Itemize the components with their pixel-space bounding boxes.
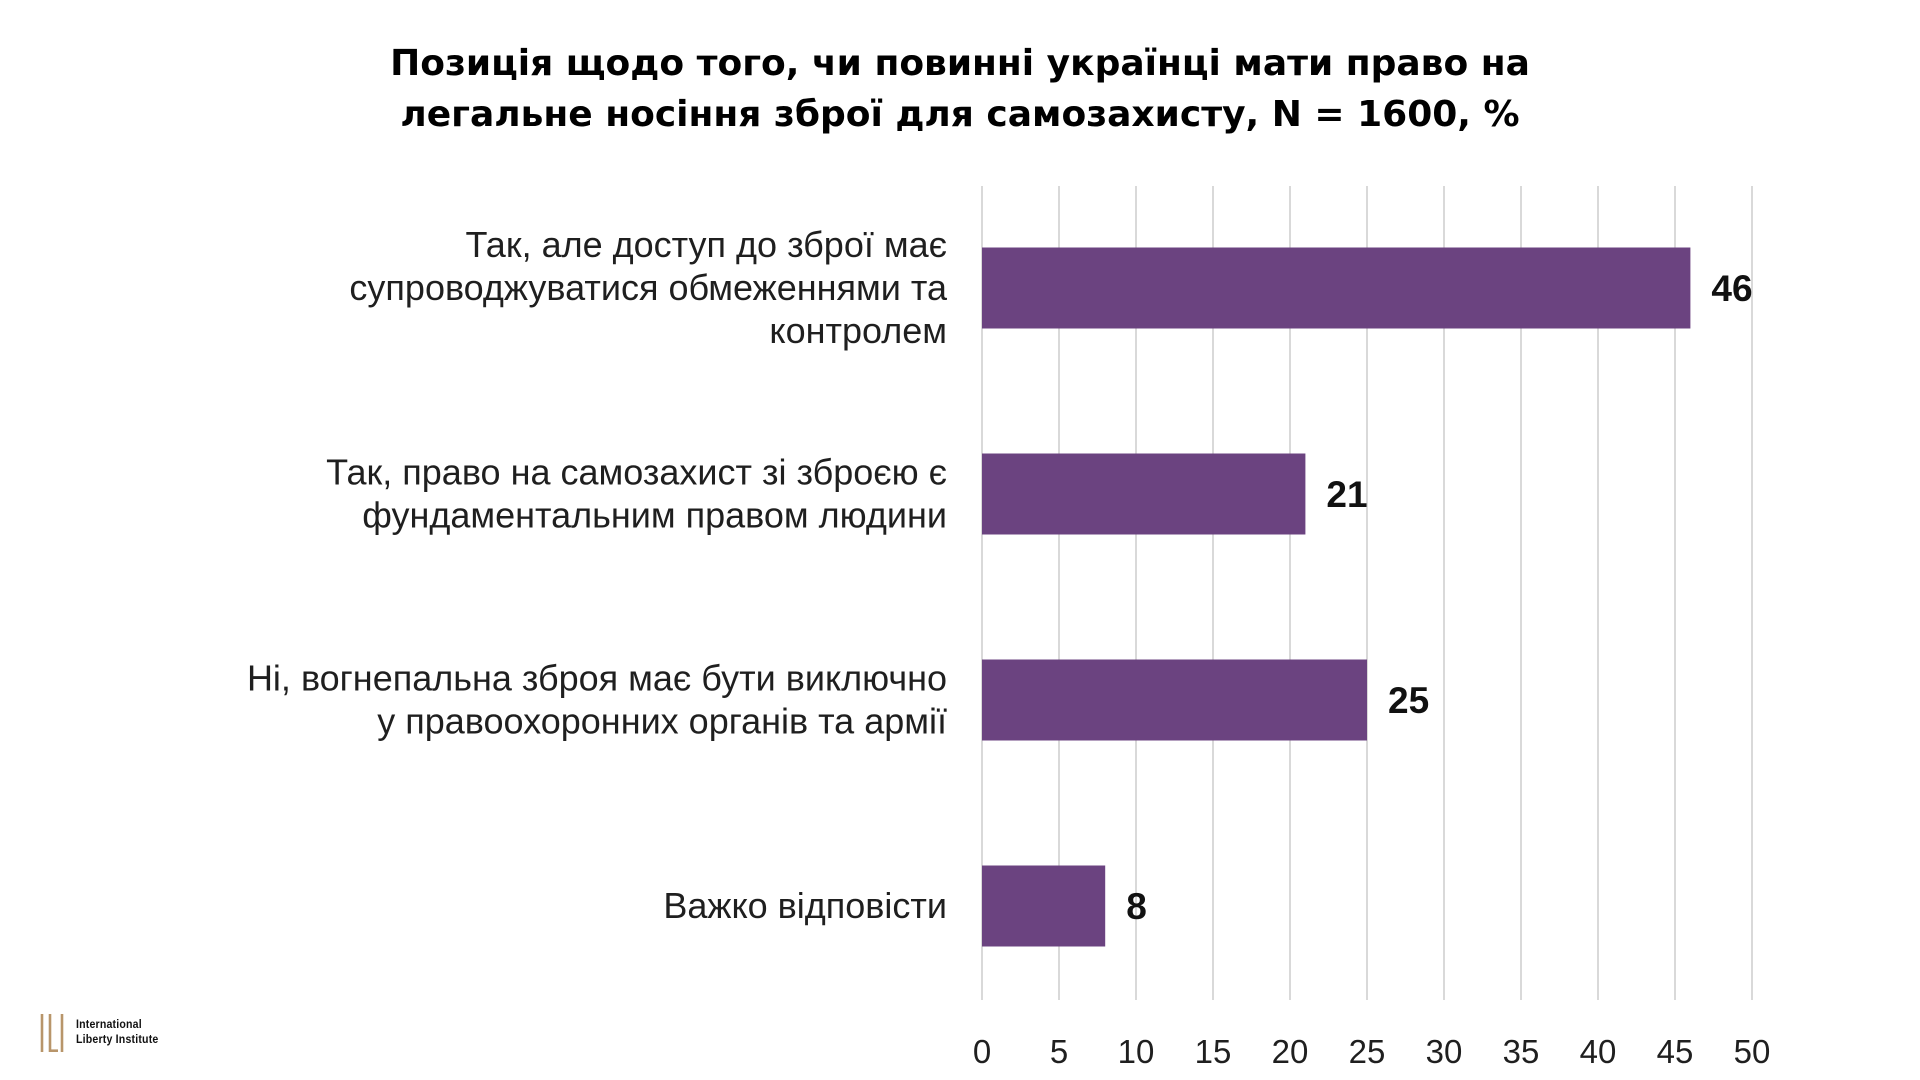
logo-text-line: Liberty Institute: [76, 1034, 159, 1046]
category-label: Так, право на самозахист зі зброєю є: [326, 452, 947, 493]
category-label: Так, але доступ до зброї має: [465, 224, 947, 265]
category-label: Важко відповісти: [663, 885, 947, 926]
x-tick-label: 20: [1272, 1033, 1309, 1070]
bar: [982, 659, 1367, 741]
category-label: супроводжуватися обмеженнями та: [349, 267, 948, 308]
value-label: 25: [1388, 680, 1429, 721]
x-tick-label: 30: [1426, 1033, 1463, 1070]
category-label: у правоохоронних органів та армії: [377, 701, 947, 742]
bar: [982, 453, 1306, 535]
value-label: 46: [1711, 268, 1752, 309]
x-tick-label: 40: [1580, 1033, 1617, 1070]
bars: [982, 247, 1691, 947]
chart-title-line: легальне носіння зброї для самозахисту, …: [400, 94, 1520, 135]
x-tick-label: 5: [1050, 1033, 1068, 1070]
x-tick-label: 25: [1349, 1033, 1386, 1070]
bar: [982, 247, 1691, 329]
x-tick-label: 50: [1734, 1033, 1771, 1070]
chart-title-line: Позиція щодо того, чи повинні українці м…: [390, 43, 1530, 84]
value-label: 8: [1126, 886, 1147, 927]
x-tick-label: 35: [1503, 1033, 1540, 1070]
x-tick-label: 45: [1657, 1033, 1694, 1070]
labels: 0 5 10 15 20 25 30 35 40 45 50 46 Так, але доступ до…: [247, 224, 1770, 1070]
x-tick-label: 10: [1118, 1033, 1155, 1070]
category-label: контролем: [769, 310, 947, 351]
category-label: фундаментальним правом людини: [362, 495, 947, 536]
x-tick-label: 0: [973, 1033, 991, 1070]
x-tick-label: 15: [1195, 1033, 1232, 1070]
logo-text-line: International: [76, 1019, 142, 1031]
chart-title: Позиція щодо того, чи повинні українці м…: [0, 38, 1920, 140]
institute-logo: International Liberty Institute: [38, 1010, 166, 1056]
category-label: Ні, вогнепальна зброя має бути виключно: [247, 658, 947, 699]
value-label: 21: [1326, 474, 1367, 515]
institute-logo-mark: [40, 1014, 64, 1053]
institute-logo-text: International Liberty Institute: [76, 1018, 158, 1048]
bar: [982, 865, 1106, 947]
